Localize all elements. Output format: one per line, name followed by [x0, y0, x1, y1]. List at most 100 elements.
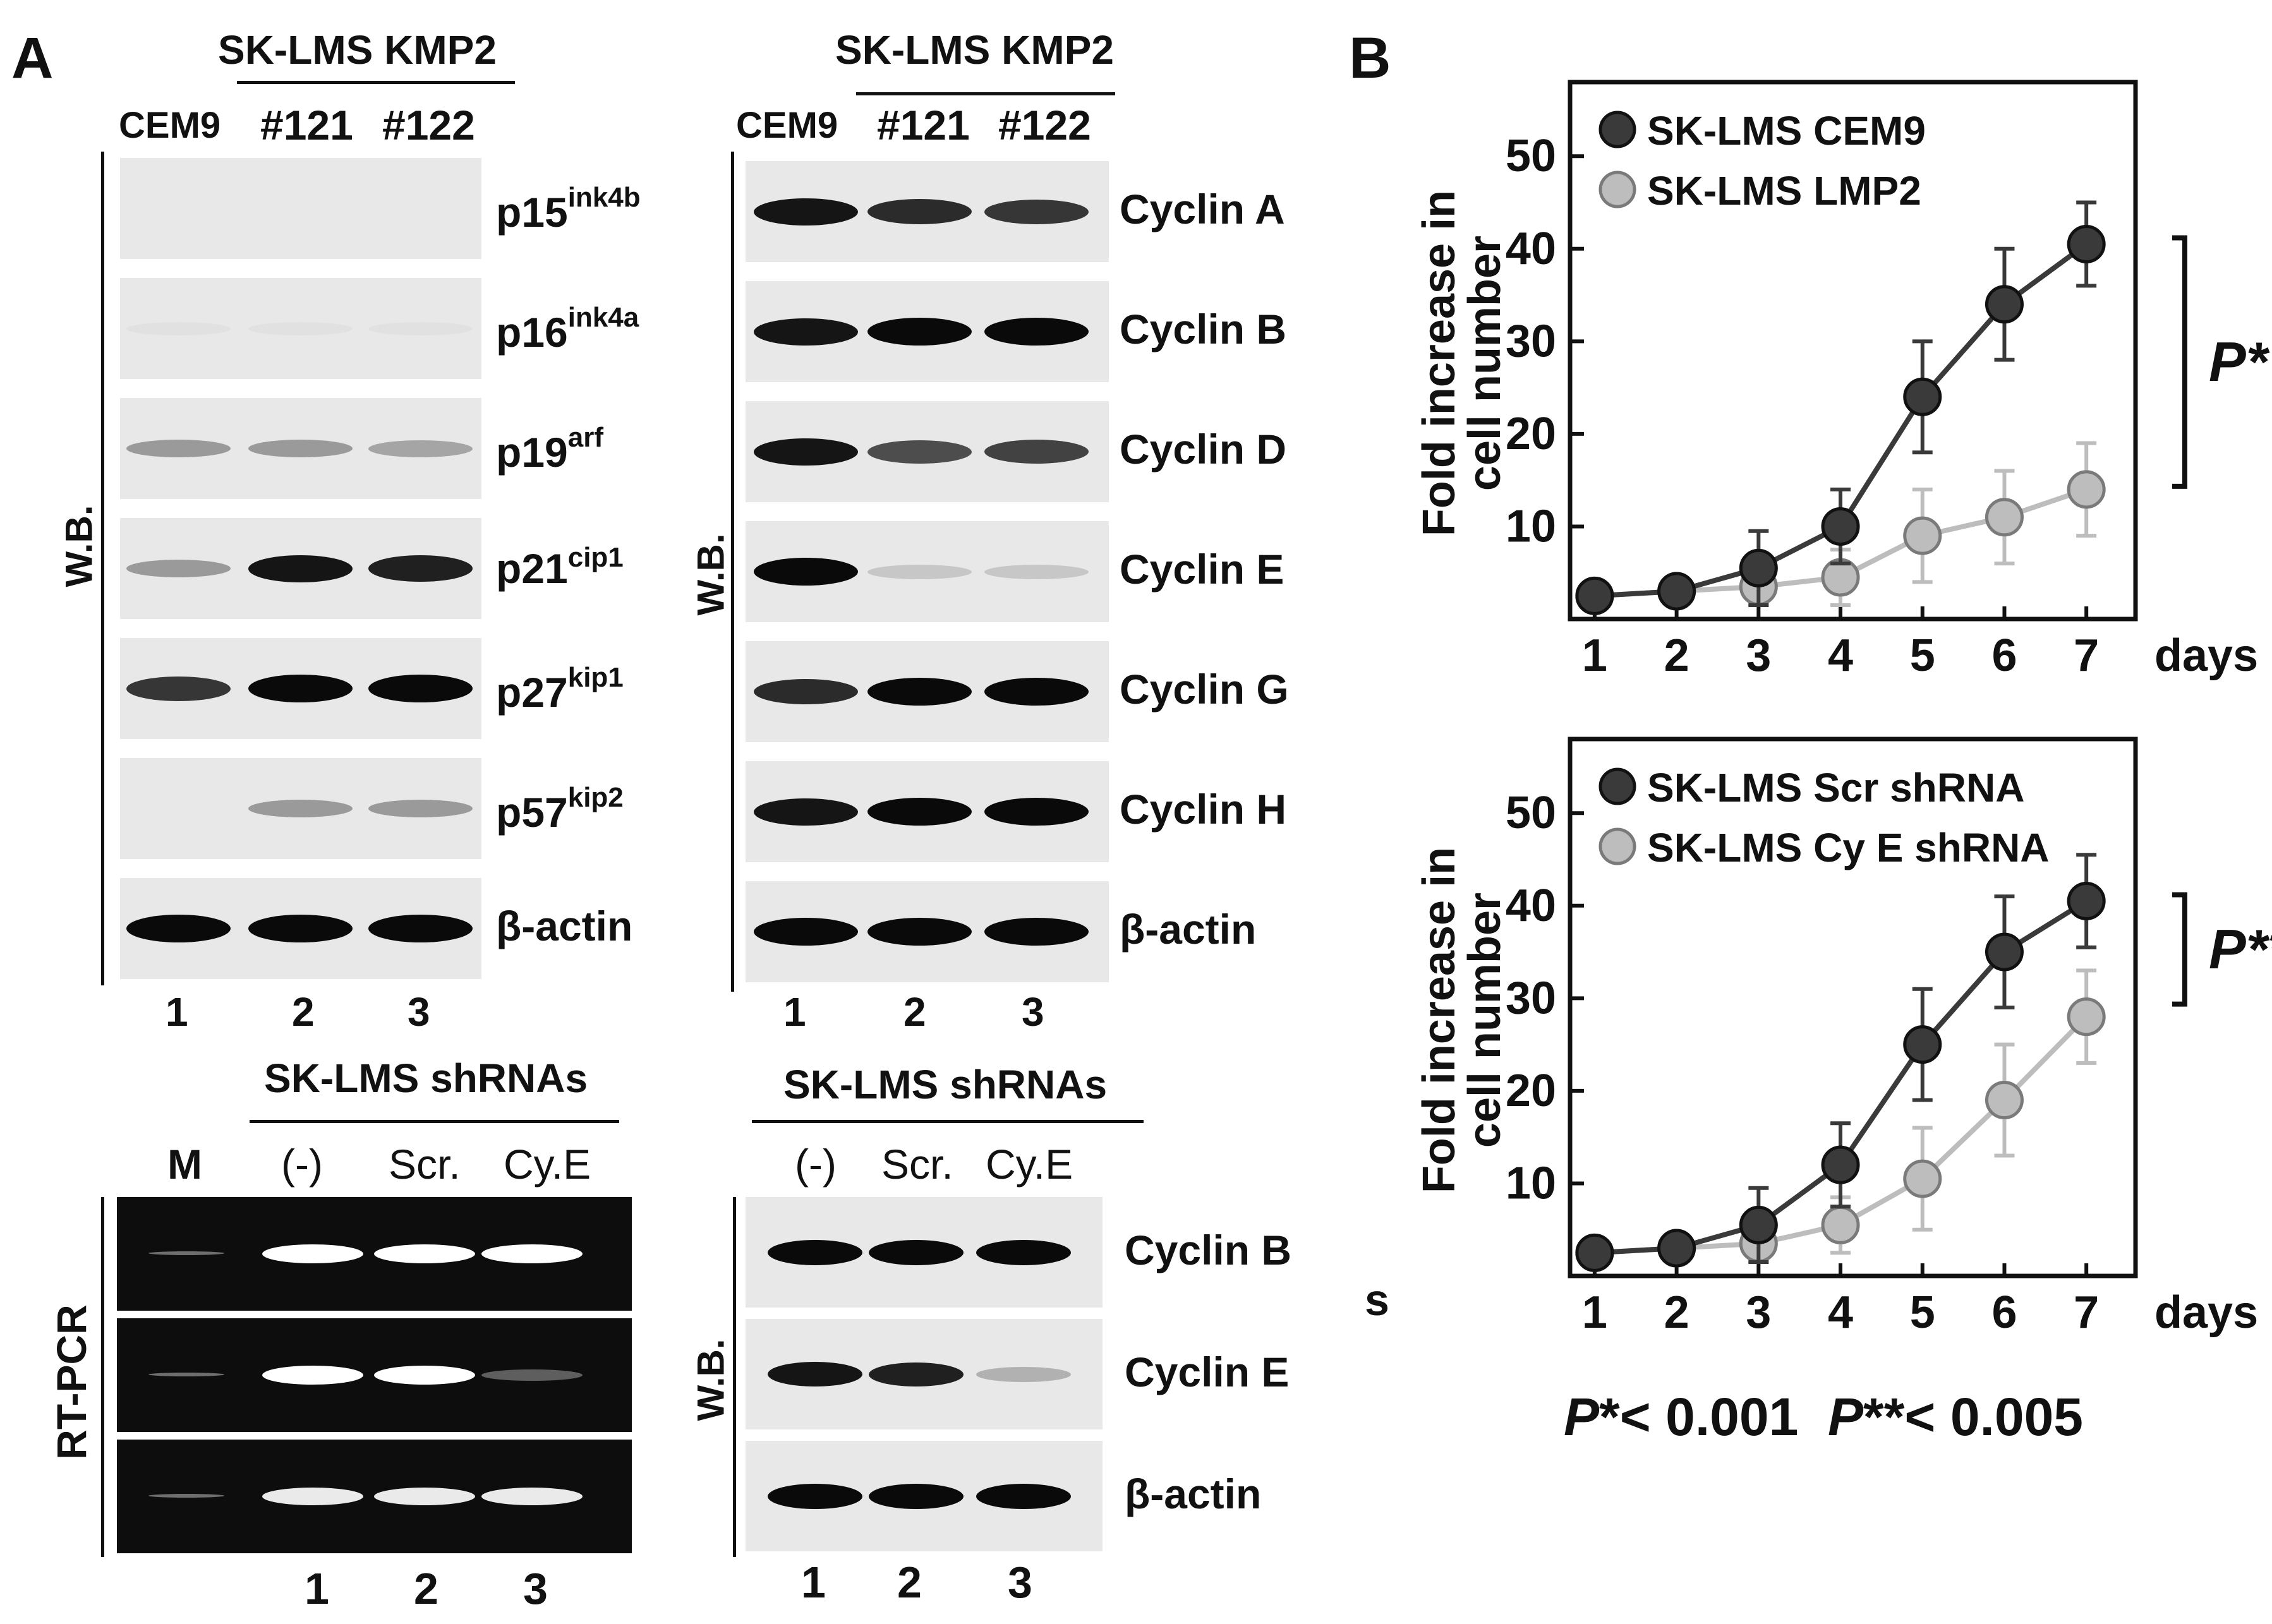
right-blot-band — [984, 918, 1089, 946]
rtpcr-strip — [117, 1197, 632, 1311]
right-blot-band — [753, 438, 858, 466]
y-tick-label: 50 — [1506, 788, 1556, 838]
left-blot-number-2: 2 — [292, 989, 315, 1035]
left-blot-group-line — [237, 81, 515, 84]
rtpcr-marker-band — [148, 1251, 224, 1255]
rtpcr-lane-2: Scr. — [389, 1141, 461, 1188]
rtpcr-band — [374, 1366, 475, 1385]
y-tick-label: 40 — [1506, 224, 1556, 274]
left-blot-band — [126, 915, 231, 942]
data-point — [1657, 1229, 1696, 1268]
right-blot-band — [867, 440, 972, 464]
x-tick-label: 1 — [1582, 1287, 1607, 1338]
left-blot-row-label: p57kip2 — [496, 782, 624, 836]
left-blot-band — [126, 440, 231, 457]
legend-marker — [1598, 827, 1636, 865]
left-blot-lane-2: #121 — [260, 102, 353, 148]
left-blot-bracket — [101, 152, 104, 985]
right-blot-side-label: W.B. — [689, 533, 732, 616]
right-blot-band — [867, 678, 972, 706]
left-blot-row-label: p21cip1 — [496, 542, 624, 592]
p-value-footnote: P*< 0.001 P**< 0.005 — [1564, 1386, 2083, 1448]
legend-label: SK-LMS CEM9 — [1647, 108, 1926, 153]
right-blot-number-2: 2 — [903, 989, 926, 1035]
right-blot-band — [753, 318, 858, 346]
left-blot-row-label-base: p19 — [496, 429, 568, 476]
right-blot-band — [867, 199, 972, 224]
left-blot-band — [368, 322, 473, 335]
shrna-blot-strip — [746, 1197, 1103, 1308]
rtpcr-number-3: 3 — [523, 1564, 548, 1613]
left-blot-strip — [120, 398, 481, 499]
left-blot-strip — [120, 518, 481, 619]
panel-b-letter: B — [1349, 26, 1391, 90]
right-blot-row-label: Cyclin A — [1120, 186, 1285, 232]
right-blot-strip — [746, 161, 1109, 262]
right-blot-bracket — [731, 152, 734, 992]
left-blot-row-label-base: p21 — [496, 545, 568, 592]
data-point — [1903, 1159, 1942, 1198]
left-blot-band — [368, 555, 473, 582]
y-tick-label: 10 — [1506, 501, 1556, 551]
rtpcr-number-1: 1 — [305, 1564, 329, 1613]
data-point — [1985, 285, 2024, 324]
shrna-blot-number-3: 3 — [1008, 1558, 1032, 1607]
significance-bracket — [2172, 892, 2187, 1007]
left-blot-band — [248, 915, 353, 942]
left-blot-side-label: W.B. — [57, 505, 100, 587]
series-0 — [1575, 853, 2106, 1272]
y-tick-label: 20 — [1506, 409, 1556, 459]
rtpcr-group-line — [250, 1120, 619, 1123]
data-point — [1985, 498, 2024, 537]
shrna-blot-band — [869, 1484, 964, 1509]
left-blot-lane-3: #122 — [382, 102, 475, 148]
left-blot-band — [248, 800, 353, 817]
left-blot-lane-1: CEM9 — [119, 105, 221, 146]
left-blot-band — [248, 440, 353, 457]
right-blot-lane-3: #122 — [998, 102, 1091, 148]
series-0 — [1575, 200, 2106, 615]
footnote-p1-letter: P — [1564, 1387, 1600, 1447]
left-blot-row-label: p19arf — [496, 422, 603, 476]
right-blot-lane-2: #121 — [877, 102, 970, 148]
right-blot-strip — [746, 641, 1109, 742]
rtpcr-band — [481, 1369, 583, 1381]
left-blot-row-label: β-actin — [496, 902, 632, 950]
left-blot-band — [368, 800, 473, 817]
x-tick-label: 7 — [2074, 1287, 2099, 1338]
shrna-blot-lane-1: (-) — [795, 1141, 837, 1188]
rtpcr-bracket — [101, 1197, 104, 1557]
right-blot-band — [753, 558, 858, 586]
left-blot-band — [248, 322, 353, 335]
shrna-blot-band — [869, 1240, 964, 1265]
growth-chart-lmp2: 10 20 30 40 50 1 2 3 4 5 6 7 days Fold increase incel… — [1414, 80, 2270, 681]
x-tick-label: 1 — [1582, 630, 1607, 681]
right-blot-number-3: 3 — [1022, 989, 1044, 1035]
x-tick-label: 5 — [1910, 1287, 1935, 1338]
data-point — [1985, 932, 2024, 971]
right-blot-number-1: 1 — [783, 989, 806, 1035]
left-blot-row-label-base: p15 — [496, 189, 568, 236]
legend-label: SK-LMS Scr shRNA — [1647, 765, 2024, 810]
stray-mark: s — [1365, 1275, 1389, 1325]
left-blot-band — [368, 675, 473, 702]
shrna-blot-band — [768, 1240, 862, 1265]
legend-marker — [1598, 171, 1636, 208]
y-axis-label-line-1: Fold increase in — [1414, 847, 1465, 1193]
left-blot-row-label: p16ink4a — [496, 302, 639, 356]
left-blot-row-label-sup: ink4b — [567, 182, 641, 213]
right-blot-strip — [746, 281, 1109, 382]
x-tick-label: 7 — [2074, 630, 2099, 681]
data-point — [1575, 576, 1614, 615]
left-blot-strip — [120, 638, 481, 739]
rtpcr-number-2: 2 — [414, 1564, 438, 1613]
y-axis-label-line-1: Fold increase in — [1414, 190, 1465, 536]
rtpcr-band — [481, 1244, 583, 1263]
left-blot-band — [248, 675, 353, 702]
left-blot-band — [126, 322, 231, 335]
left-blot-band — [368, 915, 473, 942]
right-blot-band — [753, 918, 858, 946]
left-blot-row-label-base: β-actin — [496, 903, 633, 949]
left-blot-row-label-sup: kip1 — [567, 662, 624, 693]
